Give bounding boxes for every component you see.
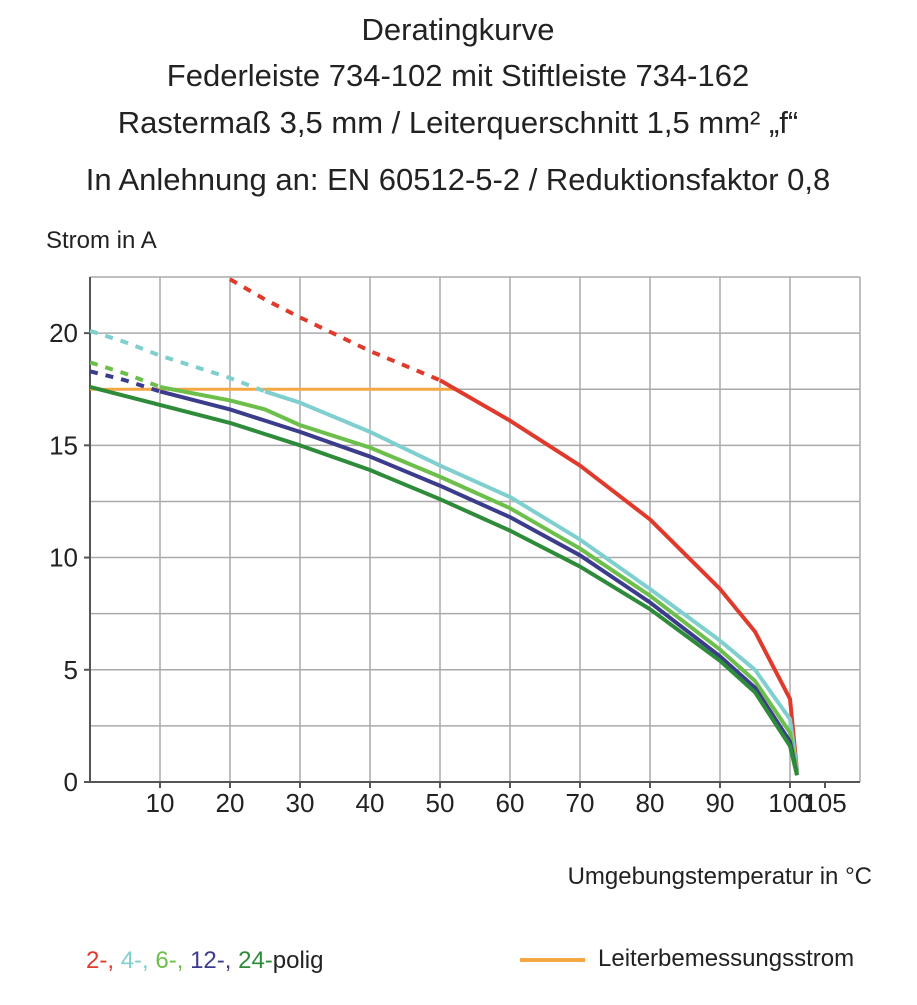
y-tick-label: 20 xyxy=(49,318,78,348)
curve-dashed xyxy=(89,369,161,394)
legend-entry: 2-, xyxy=(86,947,114,974)
curve xyxy=(159,385,799,774)
y-tick-label: 15 xyxy=(49,430,78,460)
title: Deratingkurve xyxy=(362,12,555,47)
curve-dashed xyxy=(229,277,441,383)
y-axis-label: Strom in A xyxy=(46,227,157,254)
title: Rastermaß 3,5 mm / Leiterquerschnitt 1,5… xyxy=(118,105,798,140)
y-tick-label: 5 xyxy=(64,655,78,685)
curve xyxy=(89,385,799,776)
x-tick-label: 80 xyxy=(636,788,665,818)
legend: 2-, 4-, 6-, 12-, 24-polig xyxy=(86,947,324,974)
curve-dashed xyxy=(89,360,161,389)
curve xyxy=(439,378,799,771)
x-axis-label: Umgebungstemperatur in °C xyxy=(568,863,872,890)
legend-entry: 24- xyxy=(238,947,273,974)
x-tick-label: 30 xyxy=(286,788,315,818)
legend-label: Leiterbemessungsstrom xyxy=(598,945,854,972)
x-tick-label: 10 xyxy=(146,788,175,818)
legend-entry: 6-, xyxy=(155,947,183,974)
x-tick-label: 105 xyxy=(803,788,846,818)
legend-suffix: polig xyxy=(273,947,324,974)
y-tick-label: 10 xyxy=(49,543,78,573)
x-tick-label: 70 xyxy=(566,788,595,818)
x-tick-label: 90 xyxy=(706,788,735,818)
x-tick-label: 40 xyxy=(356,788,385,818)
curve-dashed xyxy=(89,328,266,394)
legend-entry: 4-, xyxy=(121,947,149,974)
title: Federleiste 734-102 mit Stiftleiste 734-… xyxy=(167,58,749,93)
curve xyxy=(159,389,799,776)
curve xyxy=(264,389,799,772)
x-tick-label: 50 xyxy=(426,788,455,818)
title: In Anlehnung an: EN 60512-5-2 / Reduktio… xyxy=(86,162,831,197)
legend-entry: 12-, xyxy=(190,947,231,974)
x-tick-label: 100 xyxy=(768,788,811,818)
x-tick-label: 20 xyxy=(216,788,245,818)
y-tick-label: 0 xyxy=(64,767,78,797)
x-tick-label: 60 xyxy=(496,788,525,818)
